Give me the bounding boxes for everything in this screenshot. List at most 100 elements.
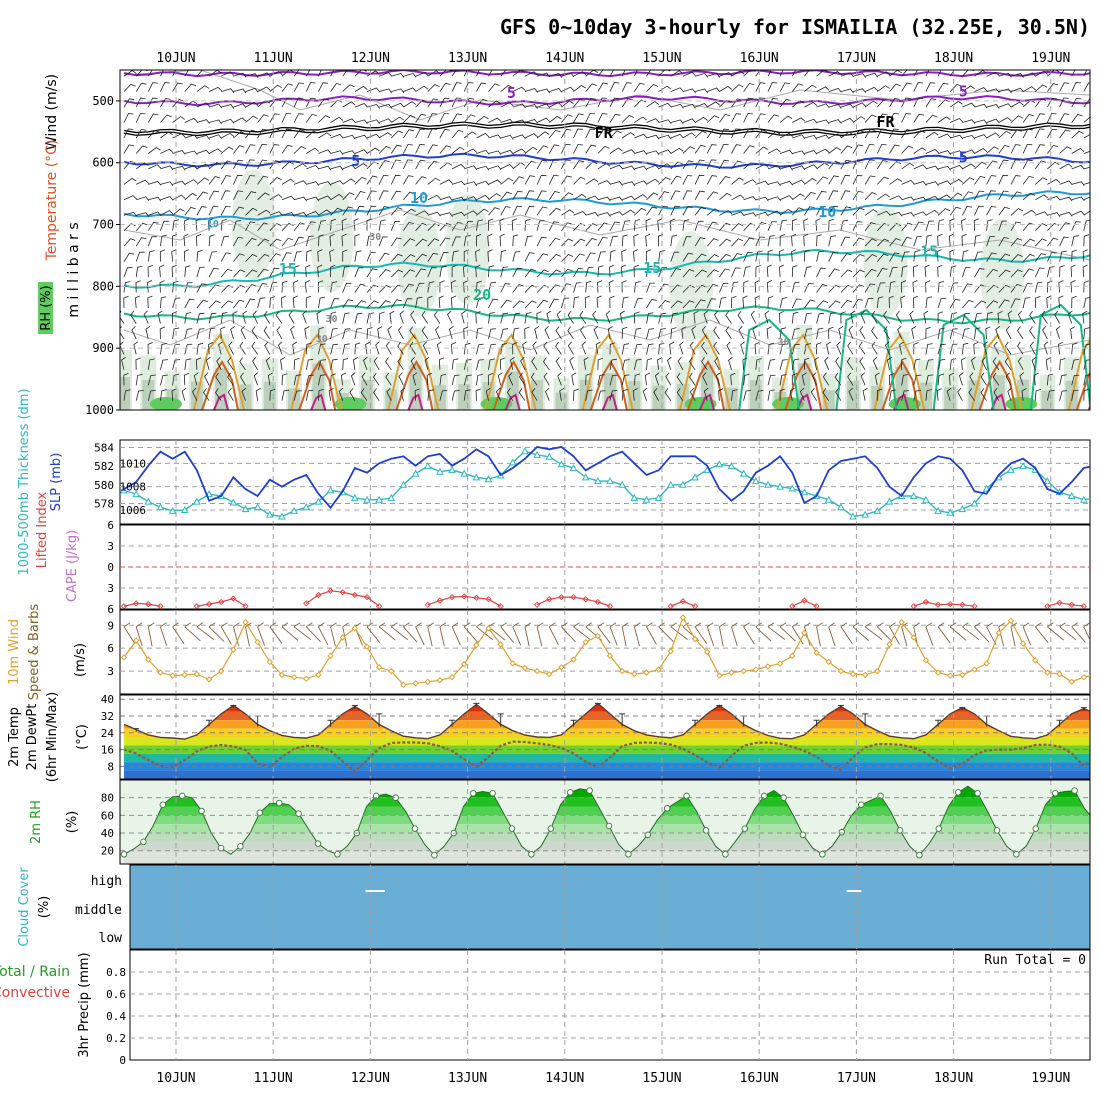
- wind-barb: [366, 234, 374, 247]
- thickness-point: [180, 505, 189, 513]
- wind-barb: [306, 164, 320, 170]
- wind-barb: [488, 265, 495, 278]
- wind-barb: [1083, 343, 1090, 355]
- wind-barb: [171, 264, 177, 278]
- wind-barb: [731, 98, 743, 108]
- wind-barb: [621, 280, 627, 293]
- wind-barb: [293, 163, 307, 170]
- wind-barb-10m: [962, 622, 980, 641]
- wind-barb: [816, 70, 829, 77]
- lifted-index-point: [303, 600, 310, 607]
- wind-barb: [233, 253, 245, 262]
- lifted-index-point: [218, 598, 225, 606]
- wind-barb: [123, 389, 131, 401]
- wind-barb-10m: [670, 622, 688, 640]
- wind-barb: [858, 341, 866, 355]
- wind-speed-point: [679, 614, 687, 621]
- rh-point: [256, 809, 264, 816]
- wind-barb: [549, 269, 561, 278]
- isotherm-30: [492, 360, 531, 410]
- wind-barb: [804, 328, 812, 339]
- wind-barb: [1096, 166, 1100, 170]
- wind-barb: [463, 220, 473, 231]
- wind-barb: [755, 70, 761, 77]
- wind-barb: [840, 159, 851, 170]
- wind-barb: [767, 131, 781, 139]
- wind-barb: [701, 326, 708, 340]
- wind-barb: [949, 282, 959, 293]
- wind-barb: [354, 119, 368, 125]
- wind-barb: [476, 343, 484, 355]
- wind-barb-10m: [561, 622, 576, 643]
- wind-barb: [476, 208, 489, 216]
- wind-barb: [438, 295, 444, 309]
- wind-barb: [305, 342, 312, 355]
- wind-barb: [670, 133, 684, 139]
- wind-barb: [936, 388, 942, 401]
- wind-barb: [1071, 249, 1077, 262]
- wind-barb: [877, 193, 890, 201]
- wind-barb: [998, 72, 1012, 78]
- wind-barb: [986, 146, 999, 154]
- wind-barb: [852, 116, 866, 123]
- wind-barb: [304, 280, 311, 293]
- wind-barb: [532, 341, 538, 355]
- wind-barb: [330, 343, 339, 355]
- wind-barb: [1047, 373, 1054, 386]
- wind-barb: [512, 267, 523, 278]
- wind-speed-point: [521, 664, 529, 672]
- slp-left-label-thickness: 1000-500mb Thickness (dm): [17, 388, 32, 575]
- lifted-index-point: [801, 597, 808, 604]
- wind-barb: [361, 372, 368, 386]
- contour-label: 15: [643, 259, 661, 277]
- wind-barb: [546, 310, 552, 324]
- wind-barb: [670, 251, 680, 262]
- wind-barb: [245, 191, 257, 201]
- wind-barb: [1096, 135, 1100, 139]
- wind-barb: [980, 388, 987, 401]
- wind-speed-point: [1080, 673, 1088, 681]
- wind-speed-point: [995, 629, 1003, 637]
- ua-ytick: 600: [92, 156, 114, 170]
- wind-barb: [330, 165, 344, 171]
- wind-barb: [524, 146, 538, 154]
- wind-barb: [998, 159, 1009, 170]
- wind-barb: [828, 312, 836, 324]
- wind-barb: [1029, 310, 1036, 324]
- wind-barb: [378, 88, 393, 94]
- temp-max-bar: [206, 719, 213, 727]
- lifted-index-point: [582, 596, 589, 603]
- wind-barb: [840, 219, 849, 231]
- wind-speed-point: [497, 641, 504, 648]
- temp-max-bar: [813, 719, 820, 727]
- wind-barb: [850, 310, 856, 324]
- wind-barb: [804, 177, 817, 185]
- wind-barb: [859, 326, 866, 340]
- wind-barb: [961, 218, 967, 231]
- wind-barb: [974, 234, 981, 247]
- w-left-label-sub: Speed & Barbs: [27, 604, 42, 701]
- wind-barb: [971, 356, 976, 370]
- wind-barb-10m: [901, 622, 908, 647]
- wind-barb: [245, 175, 256, 185]
- wind-barb: [1059, 129, 1071, 139]
- wind-barb: [889, 128, 899, 139]
- wind-speed-point: [546, 670, 553, 678]
- wind-barb: [779, 297, 788, 309]
- wind-barb: [147, 264, 153, 278]
- thickness-point: [958, 505, 967, 513]
- wind-barb: [1083, 374, 1090, 386]
- wind-barb: [719, 72, 733, 77]
- wind-barb: [694, 174, 705, 185]
- wind-barb: [597, 145, 610, 154]
- lifted-index-point: [606, 603, 614, 609]
- wind-barb: [828, 284, 841, 293]
- wind-barb: [974, 148, 988, 154]
- wind-barb: [995, 325, 1001, 340]
- wind-barb: [767, 70, 772, 77]
- wind-barb: [864, 72, 879, 78]
- thickness-point: [120, 486, 128, 494]
- wind-barb: [536, 269, 549, 278]
- wind-barb: [1017, 341, 1024, 355]
- wind-barb: [366, 312, 375, 324]
